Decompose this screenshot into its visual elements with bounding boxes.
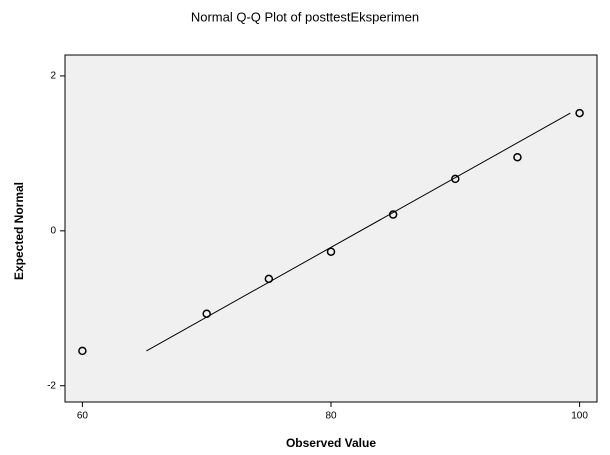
point — [264, 274, 274, 284]
point — [575, 108, 584, 118]
y-tick-label: -2 — [47, 380, 56, 391]
point — [451, 174, 460, 184]
y-tick-label: 0 — [50, 225, 56, 236]
point — [388, 210, 398, 219]
point — [513, 152, 522, 162]
x-tick-label: 100 — [571, 411, 588, 422]
point — [202, 309, 211, 318]
y-axis-label: Expected Normal — [12, 182, 26, 280]
plot-area — [64, 54, 598, 403]
x-tick-label: 80 — [325, 411, 337, 422]
chart-title: Normal Q-Q Plot of posttestEksperimen — [191, 9, 419, 24]
point — [78, 346, 87, 356]
x-axis-label: Observed Value — [286, 436, 376, 450]
point — [326, 247, 336, 256]
x-tick-label: 60 — [77, 411, 89, 422]
y-tick-label: 2 — [50, 71, 56, 82]
reference-line — [146, 112, 571, 352]
